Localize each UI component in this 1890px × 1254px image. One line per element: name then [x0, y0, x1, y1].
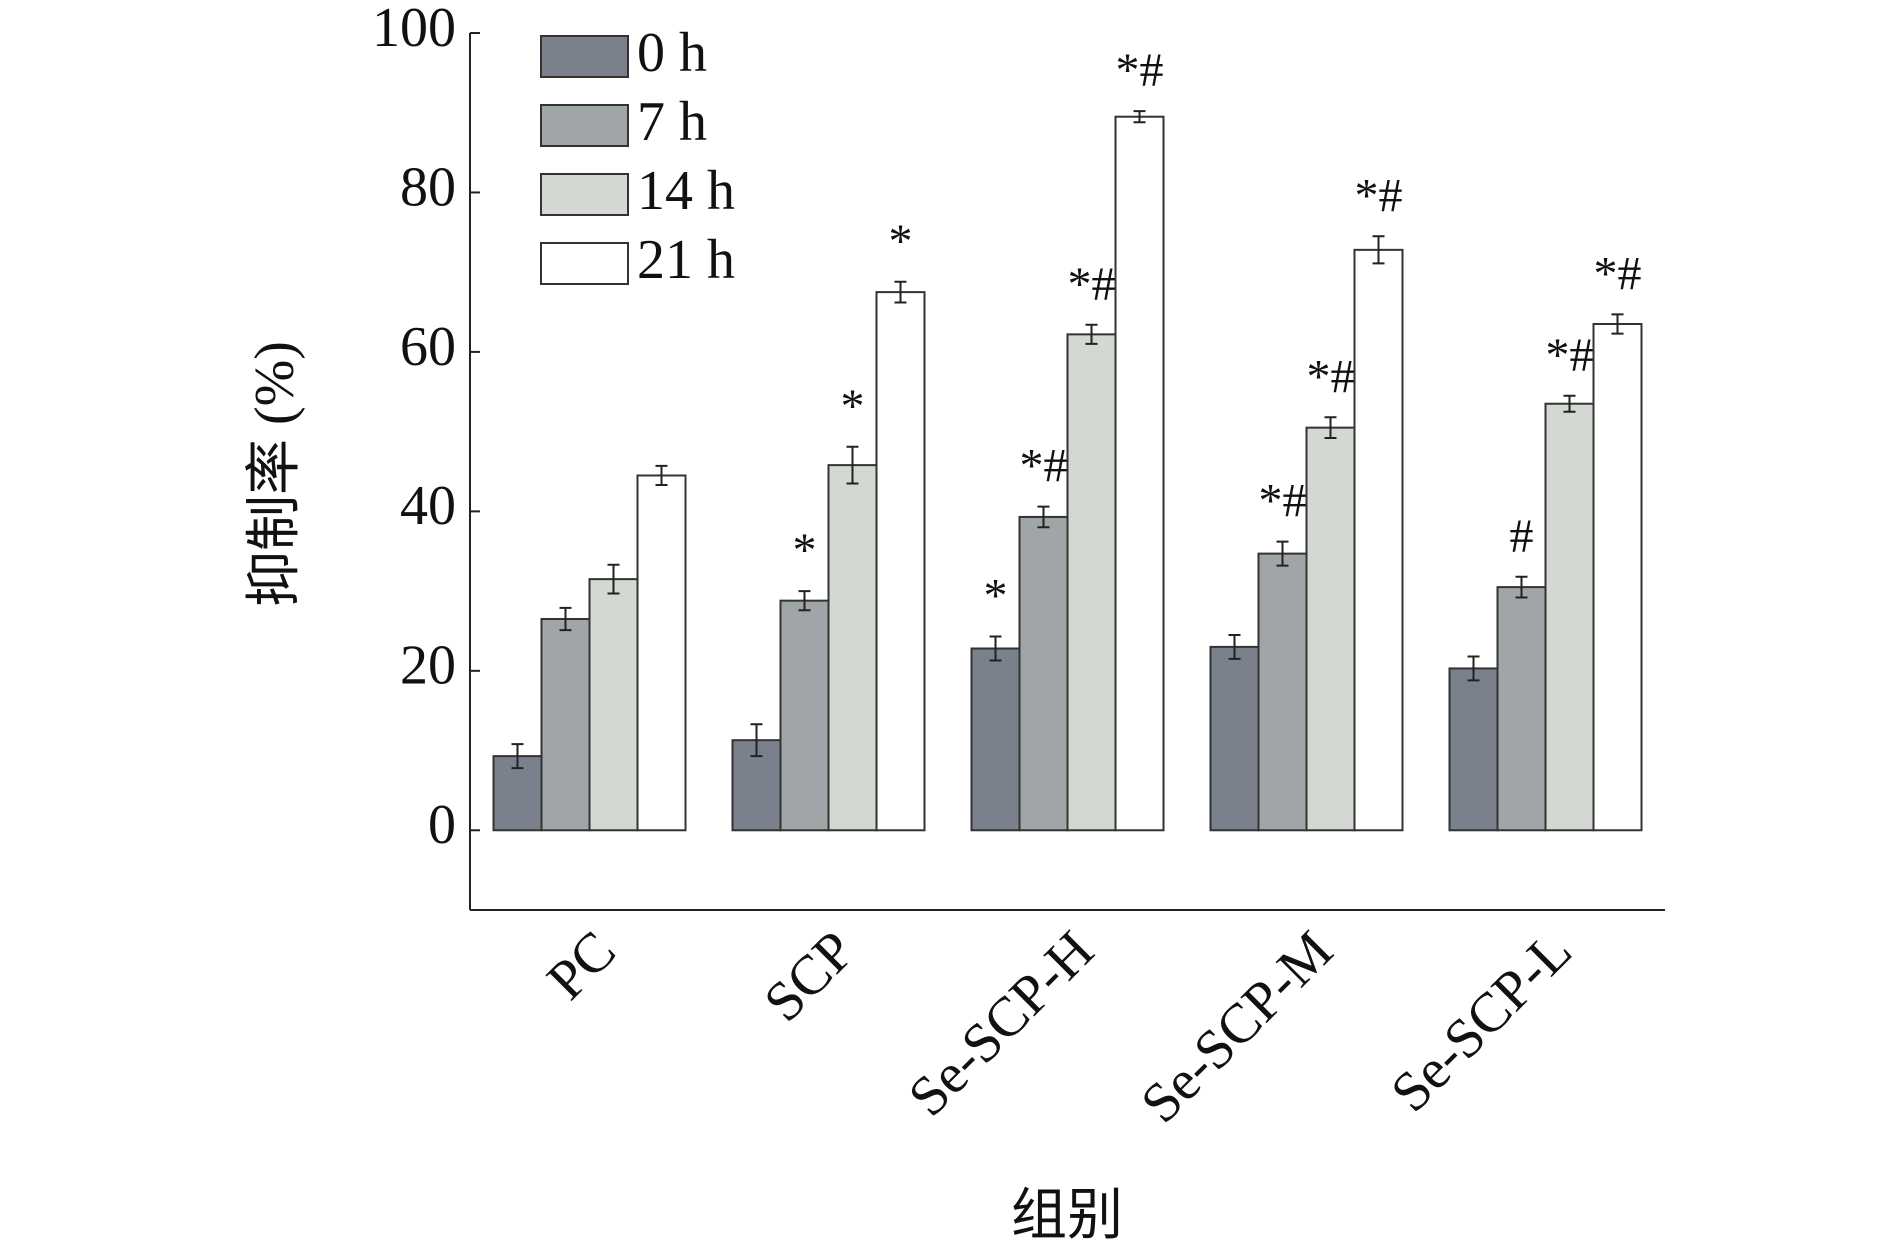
legend-label: 21 h — [637, 229, 735, 291]
significance-label: *# — [1355, 169, 1403, 222]
legend-swatch — [540, 104, 629, 147]
error-bar — [1324, 416, 1337, 440]
bar — [1018, 515, 1069, 832]
significance-label: # — [1510, 510, 1534, 563]
bar — [1305, 426, 1356, 832]
bar — [1257, 552, 1308, 832]
legend-swatch — [540, 35, 629, 78]
significance-label: * — [793, 524, 817, 577]
significance-label: *# — [1594, 247, 1642, 300]
bar — [970, 647, 1021, 832]
bar — [875, 291, 926, 832]
significance-label: *# — [1020, 440, 1068, 493]
error-bar — [798, 590, 811, 612]
legend-label: 0 h — [637, 22, 707, 84]
significance-label: *# — [1068, 258, 1116, 311]
y-tick-label: 80 — [400, 156, 456, 218]
significance-label: * — [841, 380, 865, 433]
y-axis-label: 抑制率 (%) — [244, 341, 306, 607]
error-bar — [1611, 313, 1624, 335]
legend-swatch — [540, 173, 629, 216]
error-bar — [607, 563, 620, 595]
error-bar — [1133, 110, 1146, 124]
significance-label: *# — [1116, 44, 1164, 97]
bar — [636, 474, 687, 832]
significance-label: * — [889, 215, 913, 268]
error-bar — [1515, 575, 1528, 599]
legend-label: 7 h — [637, 91, 707, 153]
error-bar — [1372, 235, 1385, 265]
significance-label: *# — [1259, 475, 1307, 528]
error-bar — [1228, 633, 1241, 660]
x-axis-label: 组别 — [1011, 1185, 1123, 1247]
bar — [1066, 333, 1117, 832]
bar — [1114, 115, 1165, 832]
error-bar — [655, 464, 668, 487]
bar — [1592, 323, 1643, 832]
bar — [540, 617, 591, 832]
bar — [1209, 645, 1260, 832]
bar — [827, 464, 878, 832]
error-bar — [989, 635, 1002, 662]
y-tick-label: 0 — [428, 794, 456, 856]
x-tick-label: Se-SCP-M — [1129, 919, 1344, 1134]
error-bar — [750, 723, 763, 758]
error-bar — [894, 280, 907, 304]
error-bar — [1276, 540, 1289, 567]
x-tick-label: Se-SCP-L — [1379, 919, 1583, 1123]
bar — [779, 599, 830, 832]
error-bar — [1085, 323, 1098, 345]
error-bar — [511, 743, 524, 770]
x-tick-label: SCP — [752, 919, 866, 1033]
significance-label: *# — [1307, 350, 1355, 403]
y-tick-label: 20 — [400, 635, 456, 697]
error-bar — [1467, 655, 1480, 682]
bar — [1496, 586, 1547, 832]
legend-swatch — [540, 242, 629, 285]
x-tick-label: Se-SCP-H — [897, 919, 1106, 1128]
bar — [1544, 402, 1595, 832]
x-tick-label: PC — [535, 919, 627, 1011]
error-bar — [1037, 505, 1050, 529]
y-tick-label: 40 — [400, 475, 456, 537]
bar — [1448, 667, 1499, 832]
error-bar — [846, 445, 859, 485]
error-bar — [1563, 394, 1576, 413]
bar — [588, 578, 639, 832]
y-tick-label: 100 — [372, 0, 456, 59]
significance-label: *# — [1546, 329, 1594, 382]
legend-label: 14 h — [637, 160, 735, 222]
y-tick-label: 60 — [400, 316, 456, 378]
error-bar — [559, 606, 572, 632]
bar — [1353, 248, 1404, 832]
significance-label: * — [984, 570, 1008, 623]
